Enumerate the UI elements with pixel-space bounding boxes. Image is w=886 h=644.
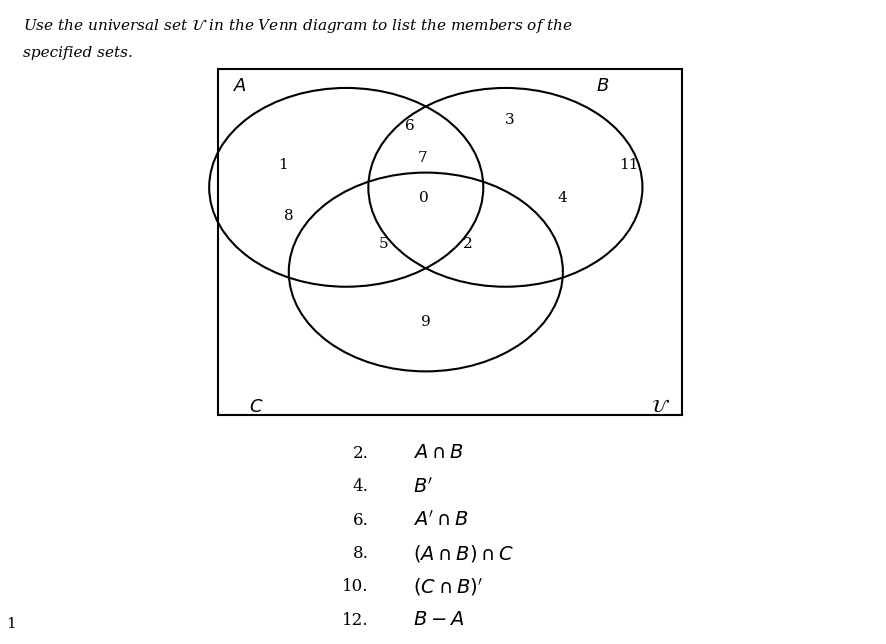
Text: $\mathcal{U}$: $\mathcal{U}$ <box>649 397 669 415</box>
Text: 4: 4 <box>557 191 567 205</box>
Text: 1: 1 <box>6 617 16 631</box>
Text: Use the universal set $\mathcal{U}$ in the Venn diagram to list the members of t: Use the universal set $\mathcal{U}$ in t… <box>23 17 572 35</box>
Bar <box>218 69 681 415</box>
Text: specified sets.: specified sets. <box>23 46 133 61</box>
Text: 10.: 10. <box>341 578 368 595</box>
Text: $A'\cap B$: $A'\cap B$ <box>412 510 468 530</box>
Text: $A \cap B$: $A \cap B$ <box>412 444 462 462</box>
Text: 8: 8 <box>284 209 293 223</box>
Text: $B - A$: $B - A$ <box>412 611 463 629</box>
Text: 5: 5 <box>378 237 388 251</box>
Text: $A$: $A$ <box>233 77 247 95</box>
Text: 0: 0 <box>419 191 429 205</box>
Text: 3: 3 <box>504 113 514 127</box>
Text: $C$: $C$ <box>248 397 263 415</box>
Text: 9: 9 <box>421 315 431 329</box>
Text: 12.: 12. <box>341 612 368 629</box>
Text: $(A \cap B)\cap C$: $(A \cap B)\cap C$ <box>412 543 513 564</box>
Text: $B'$: $B'$ <box>412 477 432 497</box>
Text: 1: 1 <box>277 158 287 172</box>
Text: 2.: 2. <box>352 445 368 462</box>
Text: $B$: $B$ <box>595 77 609 95</box>
Text: 8.: 8. <box>352 545 368 562</box>
Text: 6.: 6. <box>353 511 368 529</box>
Text: 7: 7 <box>417 151 427 166</box>
Text: 2: 2 <box>462 237 471 251</box>
Text: $(C \cap B)'$: $(C \cap B)'$ <box>412 576 482 598</box>
Text: 4.: 4. <box>352 478 368 495</box>
Text: 6: 6 <box>405 119 415 133</box>
Text: 11: 11 <box>618 158 638 172</box>
